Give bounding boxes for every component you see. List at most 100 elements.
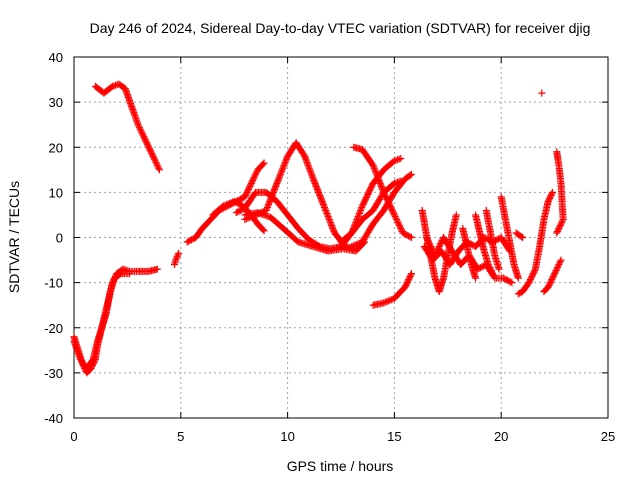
data-point — [116, 271, 124, 279]
data-point — [145, 145, 153, 153]
data-point — [553, 265, 561, 273]
data-point — [508, 279, 516, 287]
data-point — [146, 146, 154, 154]
data-point — [549, 273, 557, 281]
y-tick-label: -20 — [44, 321, 63, 336]
data-point — [152, 158, 160, 166]
axis-ticks: 0 5 10 15 20 25 40 30 20 10 0 -10 -20 -30 -40 — [44, 50, 615, 444]
data-point — [548, 188, 556, 196]
series-arc-25 — [538, 89, 546, 97]
data-point — [546, 193, 554, 201]
data-point — [529, 271, 537, 279]
data-point — [401, 283, 409, 291]
data-point — [174, 251, 182, 259]
data-point — [139, 131, 147, 139]
data-point — [547, 277, 555, 285]
data-point — [245, 184, 253, 192]
data-point — [528, 273, 536, 281]
data-point — [140, 134, 148, 142]
data-point — [484, 261, 492, 269]
data-point — [545, 282, 553, 290]
data-point — [260, 227, 268, 235]
data-point — [555, 224, 563, 232]
data-point — [153, 161, 161, 169]
data-point — [387, 296, 395, 304]
data-point — [247, 181, 255, 189]
data-point — [407, 234, 415, 241]
data-point — [150, 155, 158, 163]
data-point — [554, 226, 562, 234]
series-arc-4 — [170, 249, 183, 269]
data-point — [223, 201, 231, 209]
x-tick-label: 0 — [70, 429, 77, 444]
data-point — [435, 244, 443, 252]
data-point — [173, 252, 181, 260]
data-point — [383, 298, 391, 306]
data-point — [147, 148, 155, 156]
data-point — [526, 276, 534, 284]
data-point — [221, 201, 229, 209]
data-point — [554, 262, 562, 270]
data-point — [144, 142, 152, 150]
x-tick-label: 15 — [387, 429, 401, 444]
data-point — [434, 246, 442, 254]
data-point — [548, 190, 556, 198]
data-point — [530, 268, 538, 276]
data-point — [397, 224, 405, 232]
series-arc-13 — [350, 143, 415, 241]
data-point — [403, 280, 411, 288]
chart-title: Day 246 of 2024, Sidereal Day-to-day VTE… — [90, 20, 591, 36]
series-arc-23 — [540, 256, 565, 296]
data-point — [550, 271, 558, 279]
data-point — [138, 128, 146, 136]
data-point — [546, 279, 554, 287]
data-point — [406, 233, 414, 241]
data-point — [472, 274, 480, 282]
data-point — [150, 154, 158, 162]
data-point — [436, 241, 444, 249]
data-point — [427, 243, 435, 251]
data-point — [244, 185, 252, 193]
data-point — [397, 177, 405, 185]
data-point — [397, 155, 405, 163]
data-point — [433, 247, 441, 255]
data-point — [248, 178, 256, 186]
data-point — [514, 274, 522, 282]
data-point — [398, 226, 406, 234]
data-point — [348, 243, 356, 251]
data-point — [517, 233, 525, 241]
data-series — [70, 80, 567, 377]
data-point — [241, 193, 249, 201]
data-point — [224, 200, 232, 208]
data-point — [391, 212, 399, 220]
series-arc-21 — [497, 193, 522, 282]
data-point — [545, 196, 553, 204]
data-point — [529, 270, 537, 278]
data-point — [395, 221, 403, 229]
data-point — [142, 137, 150, 145]
series-arc-24 — [553, 148, 567, 237]
data-point — [489, 270, 497, 278]
data-point — [136, 125, 144, 133]
data-point — [558, 218, 566, 226]
data-point — [519, 234, 527, 241]
data-point — [143, 139, 151, 147]
data-point — [250, 173, 258, 181]
data-point — [423, 235, 431, 243]
data-point — [392, 214, 400, 222]
data-point — [425, 240, 433, 248]
data-point — [487, 265, 495, 273]
series-arc-19 — [472, 211, 497, 278]
data-point — [148, 149, 156, 157]
data-point — [558, 217, 566, 225]
data-point — [403, 279, 411, 287]
data-point — [406, 171, 414, 179]
data-point — [242, 190, 250, 198]
data-point — [506, 278, 514, 286]
data-point — [407, 270, 415, 278]
data-point — [557, 220, 565, 228]
series-arc-20 — [482, 206, 503, 273]
data-point — [544, 283, 552, 291]
data-point — [220, 202, 228, 210]
